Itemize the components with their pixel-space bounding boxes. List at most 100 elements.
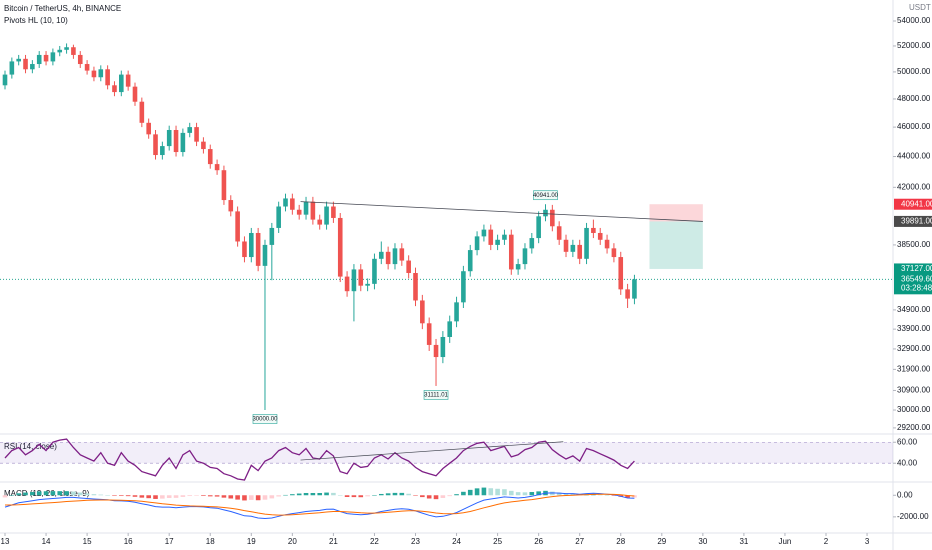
x-tick-label: 13 bbox=[1, 537, 10, 546]
macd-histogram-bar bbox=[91, 494, 97, 496]
x-tick-label: 14 bbox=[42, 537, 51, 546]
candle-body bbox=[98, 69, 104, 78]
macd-histogram-bar bbox=[221, 495, 227, 498]
macd-histogram-bar bbox=[77, 492, 83, 496]
y-tick-label: 42000.00 bbox=[897, 182, 931, 191]
candle-body bbox=[91, 70, 97, 78]
y-tick-label: 52000.00 bbox=[897, 41, 931, 50]
candle-body bbox=[269, 227, 275, 245]
candle-body bbox=[64, 47, 69, 50]
macd-histogram-bar bbox=[406, 493, 411, 496]
macd-histogram-bar bbox=[611, 495, 617, 496]
y-tick-label: 32900.00 bbox=[897, 344, 931, 353]
macd-histogram-bar bbox=[235, 495, 240, 500]
pivot-label: 31111.01 bbox=[424, 393, 448, 399]
candle-body bbox=[290, 198, 295, 210]
candle-body bbox=[331, 206, 336, 218]
macd-histogram-bar bbox=[625, 495, 630, 498]
macd-histogram-bar bbox=[16, 493, 21, 496]
candle-body bbox=[563, 239, 569, 252]
macd-histogram-bar bbox=[43, 491, 49, 496]
macd-histogram-bar bbox=[365, 495, 370, 497]
macd-histogram-bar bbox=[139, 495, 145, 498]
rsi-title: RSI (14, close) bbox=[4, 442, 57, 451]
candle-body bbox=[249, 232, 254, 258]
candle-body bbox=[166, 129, 172, 147]
macd-histogram-bar bbox=[351, 495, 357, 498]
x-tick-label: 24 bbox=[452, 537, 461, 546]
candle-body bbox=[508, 234, 514, 270]
candle-body bbox=[502, 234, 507, 240]
pivot-label: 40941.00 bbox=[533, 193, 559, 199]
price-tag bbox=[894, 263, 932, 275]
candle-body bbox=[132, 86, 138, 102]
signal-line bbox=[5, 493, 635, 516]
candle-body bbox=[57, 49, 63, 53]
pivot-box bbox=[423, 390, 449, 400]
macd-histogram-bar bbox=[502, 489, 507, 496]
candle-body bbox=[625, 289, 630, 299]
price-tag bbox=[894, 198, 932, 210]
macd-histogram-bar bbox=[358, 495, 364, 498]
candle-body bbox=[303, 201, 309, 215]
candle-body bbox=[105, 69, 110, 86]
candle-body bbox=[201, 141, 206, 150]
price-tag bbox=[894, 215, 932, 227]
candle-body bbox=[180, 132, 186, 153]
price-tag-label: 37127.00 bbox=[901, 264, 932, 273]
macd-histogram-bar bbox=[310, 492, 316, 496]
last-price-label: 36549.60 bbox=[901, 274, 932, 283]
candle-body bbox=[153, 134, 158, 156]
price-tag-label: 39891.00 bbox=[901, 217, 932, 226]
macd-histogram-bar bbox=[36, 491, 42, 496]
pivot-box bbox=[533, 190, 558, 201]
candle-body bbox=[618, 257, 624, 290]
macd-histogram-bar bbox=[262, 495, 268, 500]
candle-body bbox=[9, 61, 15, 75]
rsi-band bbox=[0, 442, 893, 464]
candle-body bbox=[474, 236, 480, 251]
candle-body bbox=[16, 58, 21, 62]
y-tick-label: -2000.00 bbox=[897, 512, 929, 521]
y-tick-label: 46000.00 bbox=[897, 122, 931, 131]
candle-body bbox=[146, 122, 151, 135]
macd-histogram-bar bbox=[317, 492, 323, 496]
x-tick-label: 31 bbox=[739, 537, 748, 546]
y-tick-label: 50000.00 bbox=[897, 67, 931, 76]
candle-body bbox=[433, 344, 439, 358]
macd-histogram-bar bbox=[255, 495, 261, 501]
macd-histogram-bar bbox=[604, 495, 610, 496]
macd-histogram-bar bbox=[9, 495, 15, 496]
x-tick-label: 19 bbox=[247, 537, 256, 546]
y-tick-label: 60.00 bbox=[897, 437, 918, 446]
symbol-title: Bitcoin / TetherUS, 4h, BINANCE bbox=[4, 4, 121, 13]
x-tick-label: 21 bbox=[329, 537, 338, 546]
candle-body bbox=[522, 248, 528, 265]
candle-body bbox=[139, 101, 145, 123]
macd-histogram-bar bbox=[331, 492, 336, 496]
candle-body bbox=[495, 239, 500, 245]
candle-body bbox=[310, 201, 316, 220]
candle-body bbox=[385, 251, 391, 265]
macd-histogram-bar bbox=[474, 488, 480, 496]
candle-body bbox=[454, 302, 459, 322]
macd-histogram-bar bbox=[2, 495, 8, 498]
macd-histogram-bar bbox=[488, 488, 494, 496]
macd-histogram-bar bbox=[249, 495, 254, 500]
macd-histogram-bar bbox=[160, 495, 165, 499]
x-tick-label: 29 bbox=[657, 537, 666, 546]
macd-histogram-bar bbox=[303, 492, 309, 496]
x-tick-label: 26 bbox=[534, 537, 543, 546]
macd-histogram-bar bbox=[392, 492, 398, 496]
candle-body bbox=[550, 209, 555, 227]
y-tick-label: 30000.00 bbox=[897, 405, 931, 414]
candle-body bbox=[23, 58, 28, 70]
y-tick-label: 38500.00 bbox=[897, 240, 931, 249]
candle-body bbox=[447, 321, 453, 337]
macd-histogram-bar bbox=[632, 495, 637, 498]
candle-body bbox=[392, 248, 398, 265]
candle-body bbox=[160, 146, 165, 156]
macd-histogram-bar bbox=[413, 495, 418, 496]
candle-body bbox=[194, 127, 199, 142]
